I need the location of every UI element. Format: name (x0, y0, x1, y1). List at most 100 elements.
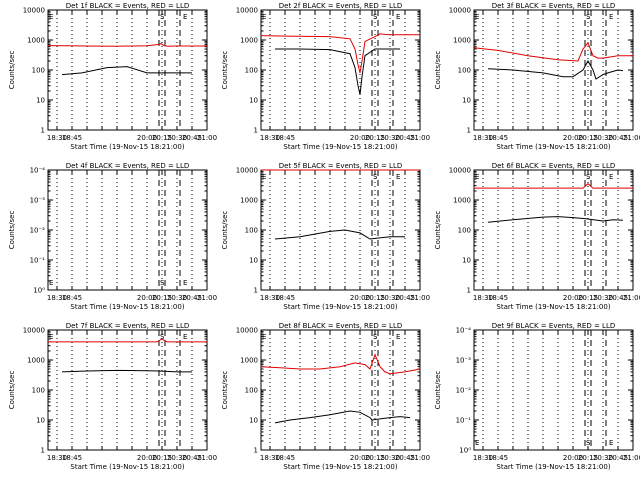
y-tick-label: 10000 (449, 7, 471, 15)
marker-e: E (396, 333, 400, 341)
y-tick-label: 10 (249, 417, 258, 425)
x-tick-label: 21:00 (623, 294, 640, 302)
y-axis-label: Counts/sec (8, 211, 16, 250)
panel-title: Det 4f BLACK = Events, RED = LLD (66, 162, 189, 170)
y-tick-label: 10000 (23, 7, 45, 15)
y-tick-label: 1 (41, 127, 45, 135)
y-tick-label: 1 (254, 287, 258, 295)
x-tick-label: 21:00 (410, 294, 430, 302)
chart-panel-1: Det 1f BLACK = Events, RED = LLD 18:3018:… (8, 2, 217, 151)
marker-e: E (609, 173, 613, 181)
y-tick-label: 100 (245, 387, 258, 395)
marker-e-start: E (49, 333, 53, 341)
y-tick-label: 1 (254, 127, 258, 135)
y-tick-label: 100 (458, 67, 471, 75)
y-tick-label: 10 (36, 97, 45, 105)
y-tick-label: 1000 (240, 357, 258, 365)
x-axis-label: Start Time (19-Nov-15 18:21:00) (283, 463, 397, 471)
chart-panel-4: Det 4f BLACK = Events, RED = LLD18:3018:… (8, 162, 217, 311)
chart-panel-6: Det 6f BLACK = Events, RED = LLD 18:3018:… (434, 162, 640, 311)
y-axis-label: Counts/sec (434, 371, 442, 410)
y-tick-label: 1000 (27, 37, 45, 45)
y-tick-label: 100 (458, 227, 471, 235)
marker-e-start: E (262, 173, 266, 181)
x-tick-label: 21:00 (197, 294, 217, 302)
lld-series-line (48, 44, 207, 47)
x-tick-label: 18:45 (62, 454, 82, 462)
y-tick-label: 1 (467, 127, 471, 135)
panel-title: Det 7f BLACK = Events, RED = LLD (66, 322, 189, 330)
marker-e-start: E (475, 173, 479, 181)
x-axis-label: Start Time (19-Nov-15 18:21:00) (496, 463, 610, 471)
x-tick-label: 18:45 (275, 454, 295, 462)
y-tick-label: 10⁻⁴ (30, 167, 46, 175)
panel-title: Det 6f BLACK = Events, RED = LLD (492, 162, 615, 170)
y-tick-label: 10000 (236, 167, 258, 175)
panel-title: Det 9f BLACK = Events, RED = LLD (492, 322, 615, 330)
x-tick-label: 21:00 (197, 134, 217, 142)
y-tick-label: 1000 (453, 37, 471, 45)
y-tick-label: 100 (32, 387, 45, 395)
marker-e-start: E (262, 333, 266, 341)
marker-e-start: E (262, 13, 266, 21)
y-tick-label: 1000 (27, 357, 45, 365)
marker-s: S (586, 13, 591, 21)
marker-e-start: E (49, 13, 53, 21)
x-axis-label: Start Time (19-Nov-15 18:21:00) (283, 143, 397, 151)
y-tick-label: 100 (245, 227, 258, 235)
y-tick-label: 10 (249, 97, 258, 105)
lld-series-line (474, 184, 633, 188)
marker-e: E (609, 13, 613, 21)
y-tick-label: 1 (467, 287, 471, 295)
y-tick-label: 10000 (23, 327, 45, 335)
x-axis-label: Start Time (19-Nov-15 18:21:00) (70, 463, 184, 471)
events-series-line (62, 67, 192, 75)
y-tick-label: 100 (245, 67, 258, 75)
y-tick-label: 10 (249, 257, 258, 265)
marker-e: E (183, 279, 187, 287)
y-tick-label: 10000 (236, 7, 258, 15)
marker-s: S (373, 173, 378, 181)
y-tick-label: 10000 (449, 167, 471, 175)
x-tick-label: 18:45 (488, 454, 508, 462)
events-series-line (275, 411, 410, 423)
marker-s: S (586, 439, 591, 447)
x-tick-label: 18:45 (62, 294, 82, 302)
events-series-line (488, 217, 623, 223)
lld-series-line (261, 34, 420, 73)
y-tick-label: 10⁻¹ (456, 417, 472, 425)
x-axis-label: Start Time (19-Nov-15 18:21:00) (496, 303, 610, 311)
y-tick-label: 10⁰ (33, 287, 45, 295)
chart-panel-3: Det 3f BLACK = Events, RED = LLD18:3018:… (434, 2, 640, 151)
panel-title: Det 5f BLACK = Events, RED = LLD (279, 162, 402, 170)
x-axis-label: Start Time (19-Nov-15 18:21:00) (70, 143, 184, 151)
x-axis-label: Start Time (19-Nov-15 18:21:00) (70, 303, 184, 311)
y-tick-label: 10 (36, 417, 45, 425)
marker-s: S (160, 279, 165, 287)
x-tick-label: 21:00 (623, 134, 640, 142)
y-tick-label: 10⁻⁴ (456, 327, 472, 335)
y-tick-label: 10⁰ (459, 447, 471, 455)
panel-title: Det 2f BLACK = Events, RED = LLD (279, 2, 402, 10)
marker-e: E (396, 173, 400, 181)
x-tick-label: 18:45 (275, 134, 295, 142)
y-axis-label: Counts/sec (221, 51, 229, 90)
y-axis-label: Counts/sec (434, 51, 442, 90)
marker-e-start: E (49, 279, 53, 287)
x-tick-label: 18:45 (488, 294, 508, 302)
panel-title: Det 3f BLACK = Events, RED = LLD (492, 2, 615, 10)
y-tick-label: 10⁻³ (30, 197, 46, 205)
chart-panel-8: Det 8f BLACK = Events, RED = LLD18:3018:… (221, 322, 430, 471)
y-tick-label: 10000 (236, 327, 258, 335)
panel-title: Det 1f BLACK = Events, RED = LLD (66, 2, 189, 10)
y-axis-label: Counts/sec (221, 211, 229, 250)
marker-s: S (373, 13, 378, 21)
marker-e: E (183, 13, 187, 21)
y-tick-label: 1000 (453, 197, 471, 205)
x-tick-label: 18:45 (275, 294, 295, 302)
x-tick-label: 21:00 (197, 454, 217, 462)
marker-s: S (160, 13, 165, 21)
y-tick-label: 100 (32, 67, 45, 75)
events-series-line (62, 370, 192, 372)
marker-e: E (183, 333, 187, 341)
